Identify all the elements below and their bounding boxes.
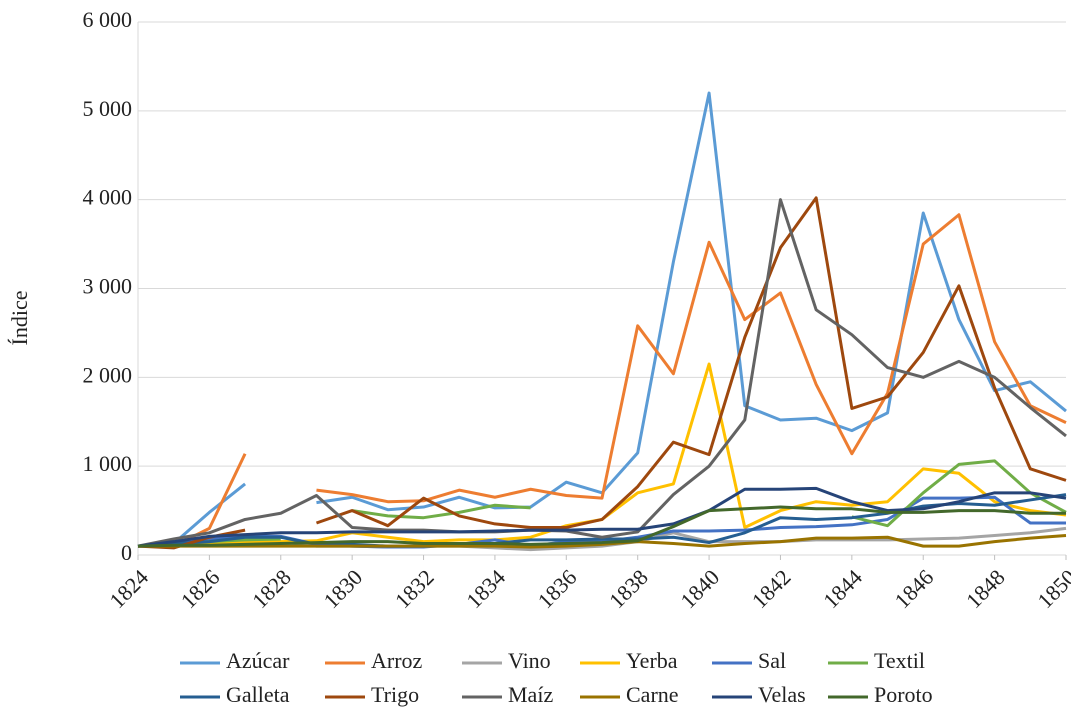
legend-label: Yerba xyxy=(626,648,678,673)
legend-label: Trigo xyxy=(371,682,419,707)
x-tick-label: 1830 xyxy=(318,564,367,613)
series-line xyxy=(137,486,1067,548)
x-tick-label: 1834 xyxy=(461,564,510,613)
series-line xyxy=(137,505,1066,548)
series-line xyxy=(138,533,1067,549)
y-tick-label: 6 000 xyxy=(83,7,133,32)
y-tick-label: 2 000 xyxy=(83,362,133,387)
y-tick-label: 3 000 xyxy=(83,274,133,299)
legend-label: Azúcar xyxy=(226,648,290,673)
series-line xyxy=(137,198,1067,548)
x-tick-label: 1838 xyxy=(604,564,653,613)
x-tick-label: 1840 xyxy=(675,564,724,613)
x-tick-label: 1850 xyxy=(1032,564,1071,613)
y-tick-label: 5 000 xyxy=(83,96,133,121)
legend-label: Poroto xyxy=(874,682,933,707)
legend-label: Galleta xyxy=(226,682,290,707)
x-tick-label: 1846 xyxy=(890,564,939,613)
series-line xyxy=(351,503,531,520)
legend-label: Velas xyxy=(758,682,806,707)
legend-label: Textil xyxy=(874,648,925,673)
x-tick-label: 1826 xyxy=(176,564,225,613)
x-tick-label: 1824 xyxy=(104,564,153,613)
x-tick-label: 1828 xyxy=(247,564,296,613)
x-tick-label: 1832 xyxy=(390,564,439,613)
legend-label: Arroz xyxy=(371,648,423,673)
y-tick-label: 0 xyxy=(121,540,132,565)
legend-label: Vino xyxy=(508,648,551,673)
x-tick-label: 1836 xyxy=(533,564,582,613)
series-line xyxy=(316,213,1067,504)
x-tick-label: 1842 xyxy=(747,564,796,613)
series-line xyxy=(315,196,1067,529)
y-tick-label: 1 000 xyxy=(83,451,133,476)
legend-label: Maíz xyxy=(508,682,553,707)
x-tick-label: 1844 xyxy=(818,564,867,613)
legend-label: Sal xyxy=(758,648,786,673)
x-tick-label: 1848 xyxy=(961,564,1010,613)
series-line xyxy=(316,91,1067,512)
legend-label: Carne xyxy=(626,682,679,707)
y-tick-label: 4 000 xyxy=(83,185,133,210)
y-axis-label: Índice xyxy=(7,291,32,346)
